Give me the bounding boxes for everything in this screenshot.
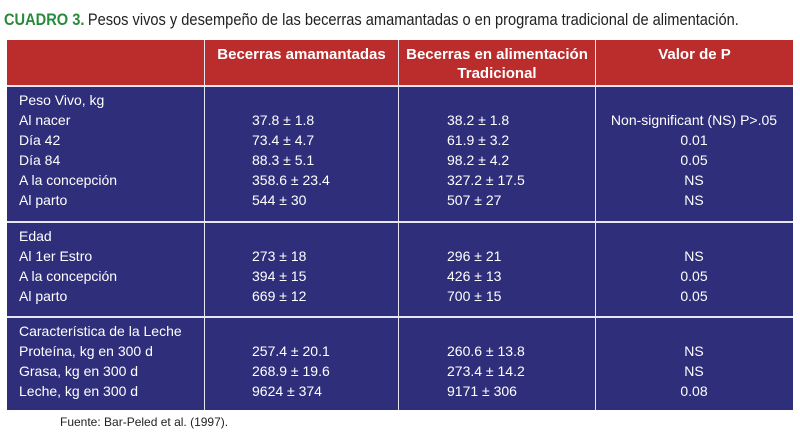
value-amamantadas: 669 ± 12 xyxy=(252,288,307,304)
table-caption: CUADRO 3. Pesos vivos y desempeño de las … xyxy=(4,10,739,34)
column-divider xyxy=(398,40,399,410)
value-amamantadas: 358.6 ± 23.4 xyxy=(252,172,330,188)
section-title: Característica de la Leche xyxy=(19,323,182,339)
row-label: Día 42 xyxy=(19,132,61,148)
value-amamantadas: 257.4 ± 20.1 xyxy=(252,343,330,359)
value-tradicional: 273.4 ± 14.2 xyxy=(447,363,525,379)
header-col-tradicional: Becerras en alimentación Tradicional xyxy=(399,40,595,85)
value-p: 0.05 xyxy=(680,152,708,168)
header-col-valor-p-label: Valor de P xyxy=(658,46,731,63)
row-label: A la concepción xyxy=(19,268,118,284)
value-p: 0.05 xyxy=(680,288,708,304)
caption-label: CUADRO 3. xyxy=(4,10,85,29)
row-label: Al 1er Estro xyxy=(19,248,93,264)
value-tradicional: 61.9 ± 3.2 xyxy=(447,132,510,148)
header-col-tradicional-label-line2: Tradicional xyxy=(457,65,537,82)
column-divider xyxy=(595,40,596,410)
value-p: NS xyxy=(684,343,704,359)
value-tradicional: 507 ± 27 xyxy=(447,192,502,208)
section-divider xyxy=(7,221,793,223)
value-tradicional: 700 ± 15 xyxy=(447,288,502,304)
value-amamantadas: 37.8 ± 1.8 xyxy=(252,112,315,128)
header-col-tradicional-label-line1: Becerras en alimentación xyxy=(406,46,588,63)
value-amamantadas: 9624 ± 374 xyxy=(252,383,322,399)
header-col-amamantadas-label: Becerras amamantadas xyxy=(217,46,386,63)
value-p: 0.08 xyxy=(680,383,708,399)
value-p: 0.01 xyxy=(680,132,708,148)
section-divider xyxy=(7,316,793,318)
value-amamantadas: 273 ± 18 xyxy=(252,248,307,264)
section-title: Edad xyxy=(19,228,52,244)
row-label: A la concepción xyxy=(19,172,118,188)
row-label: Al nacer xyxy=(19,112,71,128)
row-label: Proteína, kg en 300 d xyxy=(19,343,153,359)
header-col-amamantadas: Becerras amamantadas xyxy=(205,40,398,85)
value-p: 0.05 xyxy=(680,268,708,284)
value-tradicional: 260.6 ± 13.8 xyxy=(447,343,525,359)
row-label: Leche, kg en 300 d xyxy=(19,383,139,399)
caption-text: Pesos vivos y desempeño de las becerras … xyxy=(87,10,739,29)
value-tradicional: 327.2 ± 17.5 xyxy=(447,172,525,188)
value-p: Non-significant (NS) P>.05 xyxy=(610,112,778,128)
value-tradicional: 98.2 ± 4.2 xyxy=(447,152,510,168)
header-col-valor-p: Valor de P xyxy=(596,40,793,85)
value-p: NS xyxy=(684,363,704,379)
value-tradicional: 296 ± 21 xyxy=(447,248,502,264)
row-label: Día 84 xyxy=(19,152,61,168)
row-label: Al parto xyxy=(19,192,68,208)
value-tradicional: 9171 ± 306 xyxy=(447,383,517,399)
row-label: Grasa, kg en 300 d xyxy=(19,363,139,379)
value-amamantadas: 73.4 ± 4.7 xyxy=(252,132,315,148)
value-p: NS xyxy=(684,192,704,208)
value-tradicional: 426 ± 13 xyxy=(447,268,502,284)
header-divider xyxy=(7,85,793,87)
header-blank-cell xyxy=(7,40,204,85)
column-divider xyxy=(204,40,205,410)
value-amamantadas: 88.3 ± 5.1 xyxy=(252,152,315,168)
data-table: Becerras amamantadas Becerras en aliment… xyxy=(7,40,793,410)
value-amamantadas: 268.9 ± 19.6 xyxy=(252,363,330,379)
value-amamantadas: 544 ± 30 xyxy=(252,192,307,208)
value-p: NS xyxy=(684,172,704,188)
source-note: Fuente: Bar-Peled et al. (1997). xyxy=(60,415,229,429)
row-label: Al parto xyxy=(19,288,68,304)
value-p: NS xyxy=(684,248,704,264)
section-title: Peso Vivo, kg xyxy=(19,92,105,108)
value-amamantadas: 394 ± 15 xyxy=(252,268,307,284)
value-tradicional: 38.2 ± 1.8 xyxy=(447,112,510,128)
